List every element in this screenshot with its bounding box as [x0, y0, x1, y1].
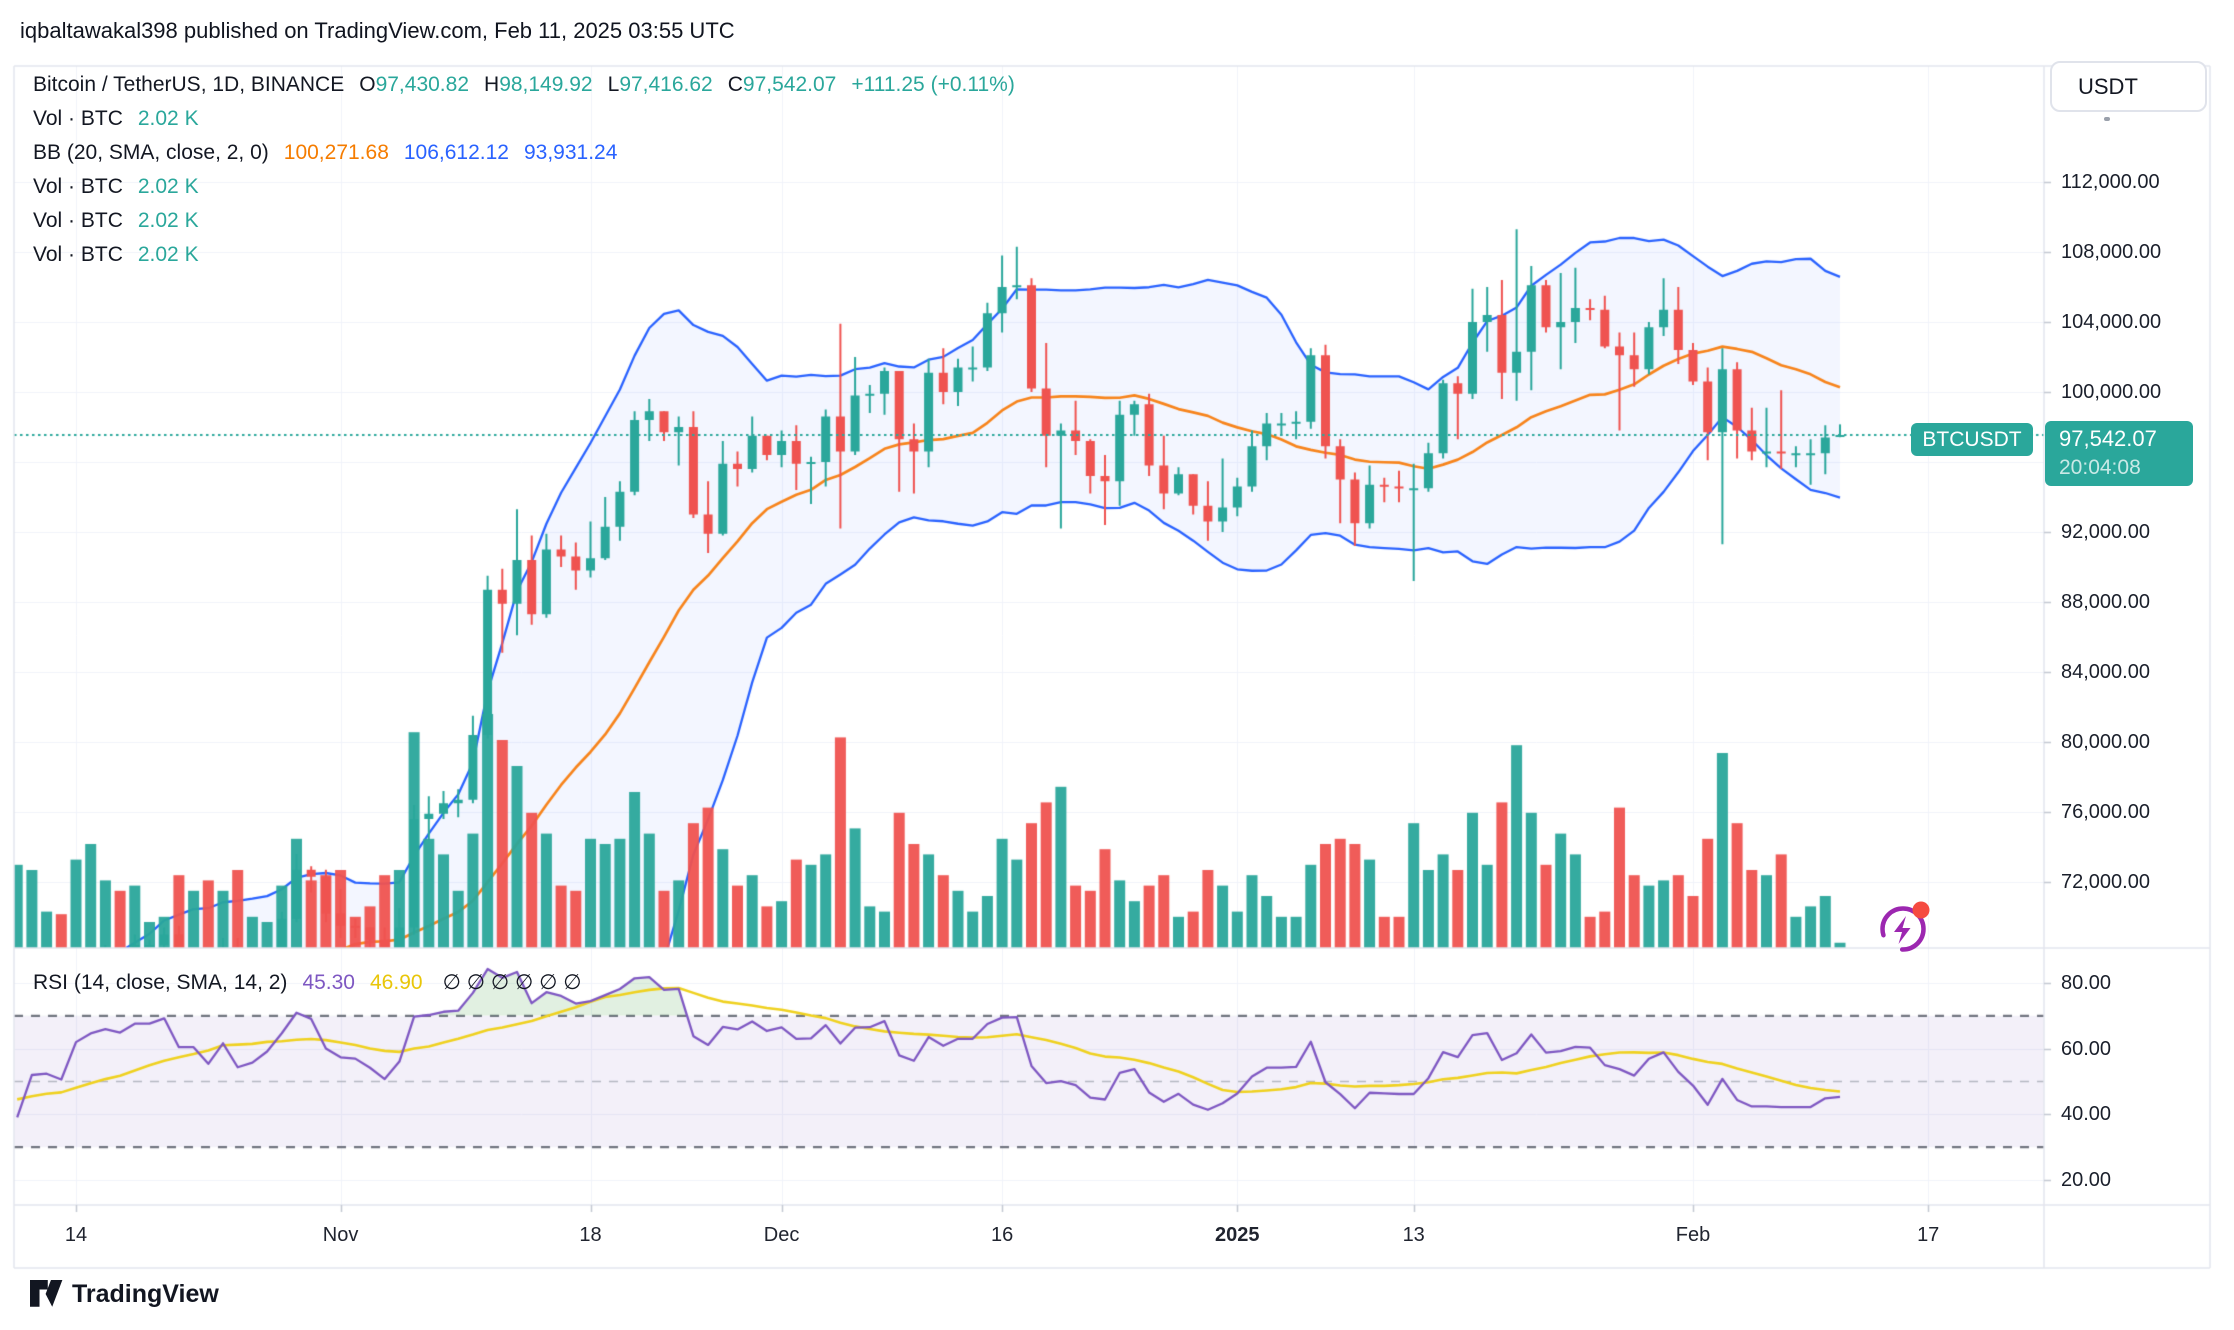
rsi-tick-label: 40.00: [2061, 1103, 2112, 1126]
volume-legend-row[interactable]: Vol · BTC 2.02 K: [33, 170, 1015, 204]
volume-legend-row[interactable]: Vol · BTC 2.02 K: [33, 238, 1015, 272]
volume-label: Vol · BTC: [33, 209, 123, 232]
publish-header: iqbaltawakal398 published on TradingView…: [20, 18, 735, 43]
symbol-legend-row[interactable]: Bitcoin / TetherUS, 1D, BINANCE O 97,430.…: [33, 68, 1015, 102]
rsi-tick-label: 80.00: [2061, 972, 2112, 994]
time-tick-label: Dec: [763, 1224, 800, 1246]
time-tick-label: 16: [990, 1224, 1014, 1246]
time-tick-label: 13: [1402, 1224, 1425, 1246]
indicator-legend: Bitcoin / TetherUS, 1D, BINANCE O 97,430.…: [33, 68, 1015, 272]
rsi-empty-slots: ∅ ∅ ∅ ∅ ∅ ∅: [442, 971, 582, 994]
price-tick-label: 92,000.00: [2061, 521, 2150, 543]
open-value: 97,430.82: [375, 73, 470, 96]
time-tick-label: 14: [64, 1224, 88, 1246]
last-price-symbol-tag: BTCUSDT: [1911, 423, 2033, 456]
currency-toggle-button[interactable]: USDT: [2050, 61, 2207, 112]
rsi-value: 45.30: [302, 971, 355, 994]
change-value: +111.25 (+0.11%): [851, 73, 1015, 96]
rsi-ma-value: 46.90: [370, 971, 423, 994]
time-tick-label: 2025: [1215, 1224, 1260, 1246]
volume-value: 2.02 K: [137, 107, 199, 130]
open-label: O: [359, 73, 376, 96]
bar-countdown: 20:04:08: [2059, 456, 2141, 479]
last-price-value: 97,542.07: [2059, 426, 2157, 451]
rsi-label: RSI (14, close, SMA, 14, 2): [33, 971, 288, 994]
bb-legend-row[interactable]: BB (20, SMA, close, 2, 0) 100,271.68 106…: [33, 136, 1015, 170]
volume-label: Vol · BTC: [33, 175, 123, 198]
tradingview-mark-icon: [30, 1280, 63, 1307]
rsi-legend-row[interactable]: RSI (14, close, SMA, 14, 2) 45.30 46.90 …: [33, 966, 582, 1000]
volume-value: 2.02 K: [137, 175, 199, 198]
volume-value: 2.02 K: [137, 243, 199, 266]
bb-label: BB (20, SMA, close, 2, 0): [33, 141, 269, 164]
volume-value: 2.02 K: [137, 209, 199, 232]
price-tick-label: 76,000.00: [2061, 801, 2150, 823]
price-tick-label: 108,000.00: [2061, 241, 2162, 263]
bb-lower-value: 93,931.24: [523, 141, 618, 164]
price-tick-label: 100,000.00: [2061, 381, 2162, 403]
close-value: 97,542.07: [742, 73, 837, 96]
low-label: L: [607, 73, 620, 96]
symbol-title: Bitcoin / TetherUS, 1D, BINANCE: [33, 73, 345, 96]
low-value: 97,416.62: [619, 73, 713, 96]
volume-legend-row[interactable]: Vol · BTC 2.02 K: [33, 204, 1015, 238]
bb-basis-value: 100,271.68: [283, 141, 389, 164]
price-tick-label: 104,000.00: [2061, 311, 2162, 333]
price-tick-label: 112,000.00: [2061, 171, 2160, 193]
rsi-tick-label: 60.00: [2061, 1037, 2112, 1060]
close-label: C: [727, 73, 743, 96]
volume-label: Vol · BTC: [33, 107, 123, 130]
volume-legend-row[interactable]: Vol · BTC 2.02 K: [33, 102, 1015, 136]
price-tick-label: 80,000.00: [2061, 731, 2150, 753]
time-tick-label: 18: [579, 1224, 602, 1246]
last-price-label: 97,542.07 20:04:08: [2045, 421, 2193, 486]
high-label: H: [484, 73, 500, 96]
flash-reaction-button[interactable]: [1876, 901, 1932, 960]
price-tick-label: 88,000.00: [2061, 591, 2150, 613]
axis-collapse-dot: [2104, 117, 2110, 121]
time-tick-label: Nov: [322, 1224, 359, 1246]
bb-upper-value: 106,612.12: [403, 141, 509, 164]
tradingview-logo-text: TradingView: [72, 1279, 219, 1308]
time-tick-label: 17: [1917, 1224, 1940, 1246]
rsi-tick-label: 20.00: [2061, 1168, 2112, 1191]
price-tick-label: 84,000.00: [2061, 661, 2150, 683]
time-tick-label: Feb: [1675, 1224, 1711, 1246]
price-tick-label: 72,000.00: [2061, 871, 2150, 893]
volume-label: Vol · BTC: [33, 243, 123, 266]
lightning-icon: [1880, 901, 1930, 952]
high-value: 98,149.92: [499, 73, 593, 96]
tradingview-logo[interactable]: TradingView: [30, 1279, 219, 1309]
